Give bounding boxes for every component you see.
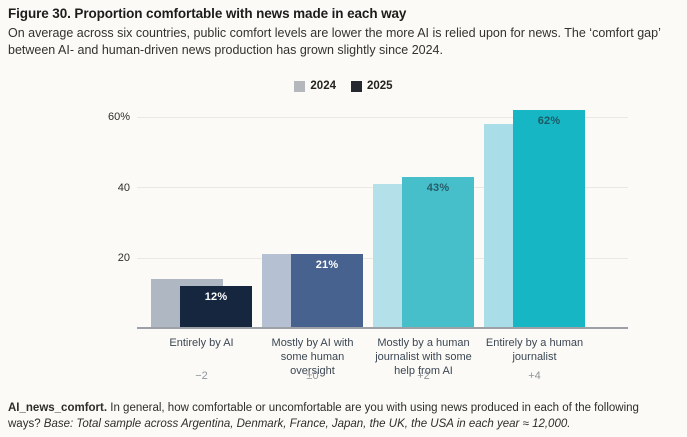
x-axis-category-mostly-by-a-human-journalist-with-some-help-from-ai: Mostly by a human journalist with some hel… (375, 337, 472, 377)
delta-label-entirely-by-ai: −2 (195, 370, 208, 382)
gridline-60 (137, 116, 628, 118)
footnote-question-text: In general, how comfortable or uncomfort… (8, 402, 639, 430)
y-axis-tick-20: 20 (117, 252, 130, 265)
legend-item-2024: 2024 (294, 80, 336, 92)
bar-2025-entirely-by-ai: 12% (180, 285, 252, 328)
footnote-base-text: Base: Total sample across Argentina, Den… (43, 417, 571, 430)
y-axis-tick-60: 60% (107, 111, 130, 124)
figure-footnote: AI_news_comfort. In general, how comfort… (8, 401, 666, 432)
figure-subtitle: On average across six countries, public … (8, 26, 661, 57)
legend-label-2024: 2024 (310, 80, 336, 92)
bar-2025-mostly-by-ai-with-some-human-oversight: 21% (291, 254, 363, 328)
legend-label-2025: 2025 (367, 80, 393, 92)
delta-label-mostly-by-a-human-journalist-with-some-help-from-ai: +2 (417, 370, 430, 382)
bar-value-label-2025-entirely-by-ai: 12% (204, 290, 228, 303)
x-axis-baseline (137, 327, 628, 329)
delta-label-mostly-by-ai-with-some-human-oversight: ±0 (306, 370, 319, 382)
x-axis-category-entirely-by-ai: Entirely by AI (169, 337, 234, 349)
legend-item-2025: 2025 (351, 80, 393, 92)
x-axis-category-mostly-by-ai-with-some-human-oversight: Mostly by AI with some human oversight (271, 337, 354, 377)
bar-value-label-2025-mostly-by-ai-with-some-human-oversight: 21% (315, 259, 339, 272)
bar-2025-entirely-by-a-human-journalist: 62% (513, 109, 585, 328)
x-axis-category-entirely-by-a-human-journalist: Entirely by a human journalist (485, 337, 584, 363)
bar-2025-mostly-by-a-human-journalist-with-some-help-from-ai: 43% (402, 176, 474, 328)
legend-swatch-2025-icon (351, 80, 362, 92)
figure-title: Figure 30. Proportion comfortable with n… (8, 6, 407, 21)
legend-swatch-2024-icon (294, 80, 306, 92)
chart-legend: 2024 2025 (0, 80, 687, 92)
y-axis-tick-40: 40 (117, 181, 130, 194)
bar-value-label-2025-mostly-by-a-human-journalist-with-some-help-from-ai: 43% (426, 181, 450, 194)
footnote-question-id: AI_news_comfort. (8, 402, 108, 414)
bar-value-label-2025-entirely-by-a-human-journalist: 62% (537, 114, 561, 127)
delta-label-entirely-by-a-human-journalist: +4 (528, 370, 541, 382)
